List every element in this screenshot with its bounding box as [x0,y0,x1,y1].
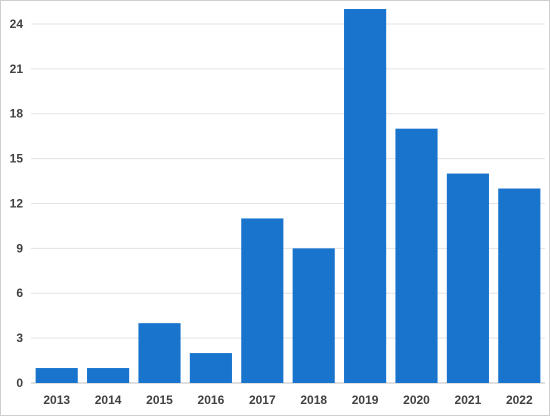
y-tick-label: 15 [10,152,24,166]
bar-2022 [498,188,541,383]
x-tick-label: 2013 [43,393,70,407]
x-tick-label: 2017 [249,393,276,407]
bar-2015 [138,323,181,383]
x-tick-label: 2019 [352,393,379,407]
x-tick-label: 2018 [300,393,327,407]
x-tick-label: 2015 [146,393,173,407]
x-tick-label: 2016 [198,393,225,407]
bar-2013 [35,368,78,383]
bar-2021 [446,173,489,383]
x-axis-ticks: 2013 2014 2015 2016 2017 2018 2019 2020 2021 2022 [43,393,533,407]
y-tick-label: 9 [16,241,23,255]
y-tick-label: 18 [10,107,24,121]
y-tick-label: 21 [10,62,24,76]
gridlines [31,23,545,384]
y-tick-label: 6 [16,286,23,300]
y-tick-label: 12 [10,196,24,210]
bar-2019 [344,9,387,383]
y-tick-label: 3 [16,331,23,345]
bar-2016 [189,353,232,383]
bar-2014 [87,368,130,383]
bars [35,9,541,383]
bar-2018 [292,248,335,383]
y-axis-ticks: 0 3 6 9 12 15 18 21 24 [10,17,24,390]
x-tick-label: 2022 [506,393,533,407]
bar-2017 [241,218,284,383]
x-tick-label: 2020 [403,393,430,407]
x-tick-label: 2014 [95,393,122,407]
y-tick-label: 0 [16,376,23,390]
bar-2020 [395,128,438,383]
y-tick-label: 24 [10,17,24,31]
x-tick-label: 2021 [455,393,482,407]
